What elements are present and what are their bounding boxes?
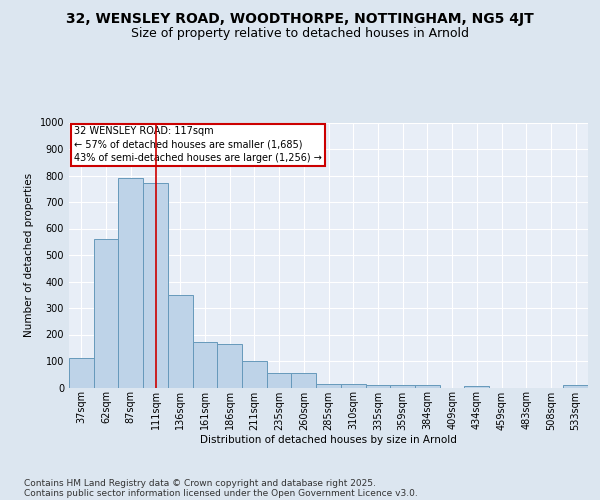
- Bar: [415, 386, 440, 388]
- Bar: [143, 184, 168, 388]
- Bar: [217, 344, 242, 388]
- Text: 32, WENSLEY ROAD, WOODTHORPE, NOTTINGHAM, NG5 4JT: 32, WENSLEY ROAD, WOODTHORPE, NOTTINGHAM…: [66, 12, 534, 26]
- Bar: [168, 294, 193, 388]
- Bar: [292, 373, 316, 388]
- Bar: [341, 384, 365, 388]
- Bar: [316, 384, 341, 388]
- Bar: [94, 239, 118, 388]
- Bar: [242, 361, 267, 388]
- Text: Contains HM Land Registry data © Crown copyright and database right 2025.: Contains HM Land Registry data © Crown c…: [24, 478, 376, 488]
- Bar: [193, 342, 217, 388]
- X-axis label: Distribution of detached houses by size in Arnold: Distribution of detached houses by size …: [200, 435, 457, 445]
- Bar: [390, 385, 415, 388]
- Bar: [118, 178, 143, 388]
- Bar: [563, 386, 588, 388]
- Bar: [267, 373, 292, 388]
- Bar: [365, 385, 390, 388]
- Bar: [464, 386, 489, 388]
- Y-axis label: Number of detached properties: Number of detached properties: [24, 173, 34, 337]
- Text: Contains public sector information licensed under the Open Government Licence v3: Contains public sector information licen…: [24, 488, 418, 498]
- Text: Size of property relative to detached houses in Arnold: Size of property relative to detached ho…: [131, 28, 469, 40]
- Bar: [69, 358, 94, 388]
- Text: 32 WENSLEY ROAD: 117sqm
← 57% of detached houses are smaller (1,685)
43% of semi: 32 WENSLEY ROAD: 117sqm ← 57% of detache…: [74, 126, 322, 163]
